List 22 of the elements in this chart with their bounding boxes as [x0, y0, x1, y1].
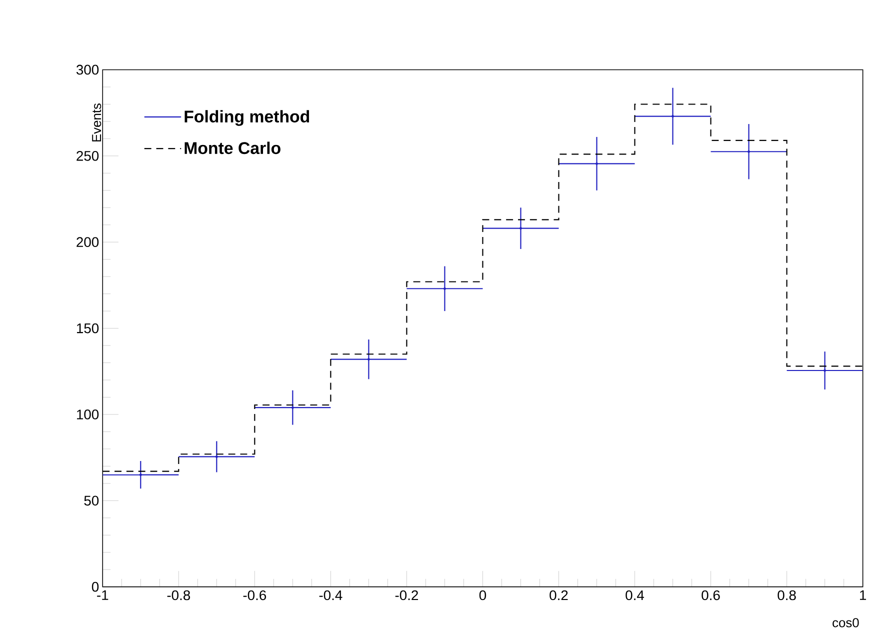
x-tick-label: 0.8 — [778, 590, 796, 600]
x-tick-label: 0.6 — [702, 590, 720, 600]
y-tick-label: 300 — [76, 64, 99, 75]
x-tick-label: -0.8 — [167, 590, 190, 600]
y-tick-label: 100 — [76, 410, 99, 420]
x-axis-title: cos0 — [832, 618, 859, 628]
legend-label: Folding method — [184, 110, 310, 126]
x-tick-label: 0.2 — [550, 590, 568, 600]
x-tick-label: 0 — [479, 590, 486, 600]
y-tick-label: 200 — [76, 237, 99, 248]
x-tick-label: -0.2 — [395, 590, 418, 600]
x-tick-label: -1 — [97, 590, 108, 600]
y-tick-label: 250 — [76, 151, 99, 162]
y-axis-title: Events — [92, 104, 102, 142]
y-tick-label: 50 — [84, 496, 99, 506]
y-tick-label: 0 — [92, 582, 99, 592]
x-tick-label: -0.4 — [319, 590, 342, 600]
legend-label: Monte Carlo — [184, 142, 280, 154]
x-tick-label: 0.4 — [626, 590, 644, 600]
y-tick-label: 150 — [76, 324, 99, 334]
x-tick-label: 1 — [860, 590, 866, 600]
x-tick-label: -0.6 — [243, 590, 266, 600]
